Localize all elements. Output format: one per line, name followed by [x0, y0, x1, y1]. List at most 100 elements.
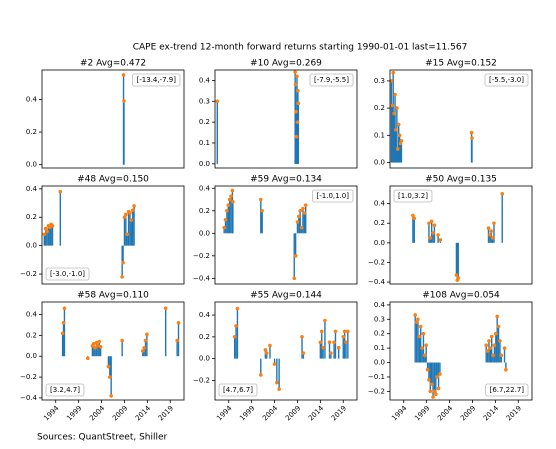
stem-marker — [413, 313, 417, 317]
stem-marker — [395, 106, 399, 110]
y-tick-label: −0.2 — [20, 270, 37, 278]
stem-marker — [469, 130, 474, 135]
y-tick-label: 0.0 — [26, 161, 37, 169]
subplot-title: #59 Avg=0.134 — [250, 175, 322, 185]
y-tick-label: 0.2 — [199, 207, 210, 215]
stem-marker — [234, 324, 238, 328]
stem-marker — [398, 141, 403, 146]
stem-marker — [294, 134, 299, 139]
y-tick-label: 0.4 — [374, 301, 386, 309]
stem-marker — [120, 275, 124, 279]
y-tick-label: −0.2 — [193, 252, 210, 260]
stem-marker — [226, 203, 231, 207]
stem-marker — [397, 133, 402, 138]
range-label-box — [393, 189, 433, 203]
subplot-title: #55 Avg=0.144 — [250, 291, 322, 301]
stem-marker — [264, 351, 269, 355]
stem-marker — [318, 340, 323, 345]
stem-marker — [225, 208, 229, 213]
stem-marker — [223, 217, 228, 222]
stem-marker — [429, 382, 434, 386]
stem-marker — [130, 208, 135, 212]
stem-marker — [423, 353, 427, 358]
axes-frame — [214, 185, 358, 285]
stem-marker — [296, 101, 301, 106]
stem-marker — [122, 99, 126, 103]
subplot-title: #15 Avg=0.152 — [425, 59, 497, 69]
axes-frame — [41, 69, 185, 169]
stem-marker — [277, 387, 281, 391]
stem-marker — [45, 229, 49, 234]
stem-marker — [489, 334, 494, 339]
y-tick-label: 0.0 — [374, 239, 385, 247]
stem-marker — [392, 111, 396, 116]
stem-marker — [121, 260, 125, 265]
y-tick-label: 0.2 — [26, 213, 37, 221]
range-label-box — [132, 73, 181, 87]
stem-marker — [396, 122, 401, 127]
stem-marker — [346, 329, 350, 334]
y-tick-label: −0.4 — [20, 394, 38, 402]
stem-marker — [487, 339, 491, 343]
y-tick-label: 0.4 — [199, 76, 211, 84]
stem-marker — [260, 208, 264, 213]
stem-marker — [486, 226, 491, 230]
stem-marker — [142, 346, 146, 350]
stem-marker — [107, 375, 112, 379]
stem-marker — [86, 356, 90, 361]
stem-marker — [129, 218, 134, 222]
stem-marker — [323, 318, 327, 323]
y-tick-label: 0.2 — [26, 331, 37, 339]
range-label: [-1.0,1.0] — [317, 192, 350, 200]
y-tick-label: 0.0 — [374, 159, 385, 167]
range-label-box — [45, 383, 85, 397]
stem-marker — [298, 208, 303, 213]
y-tick-label: 0.0 — [199, 355, 210, 363]
stem-marker — [295, 220, 300, 224]
stem-marker — [140, 349, 145, 353]
y-tick-label: 0.2 — [374, 330, 385, 338]
stem-marker — [321, 345, 325, 350]
stem-marker — [431, 231, 435, 235]
stem-marker — [420, 346, 424, 350]
stem-marker — [438, 238, 443, 242]
stem-marker — [492, 221, 496, 226]
stem-marker — [336, 345, 341, 350]
y-tick-label: 0.4 — [199, 184, 211, 192]
stem-marker — [431, 395, 435, 399]
subplot-title: #48 Avg=0.150 — [77, 175, 149, 185]
stem-marker — [109, 394, 113, 398]
stem-marker — [391, 70, 396, 75]
stem-marker — [399, 138, 404, 143]
stem-marker — [342, 329, 347, 334]
stem-marker — [175, 338, 179, 343]
y-tick-label: 0.1 — [374, 131, 385, 139]
stem-marker — [488, 233, 492, 237]
stem-marker — [425, 367, 430, 372]
stem-marker — [438, 372, 442, 376]
stem-marker — [272, 362, 277, 366]
stem-marker — [60, 331, 65, 336]
range-label-box — [485, 383, 529, 397]
stem-marker — [227, 197, 232, 202]
stem-marker — [427, 221, 431, 226]
stem-marker — [319, 329, 324, 334]
stem-marker — [50, 223, 55, 228]
stem-marker — [303, 203, 308, 207]
stem-marker — [414, 320, 419, 324]
stem-marker — [327, 340, 332, 345]
stem-marker — [484, 343, 488, 348]
y-tick-label: −0.2 — [368, 387, 385, 395]
y-tick-label: 0.4 — [26, 311, 38, 319]
stem-marker — [344, 340, 348, 345]
stem-marker — [295, 120, 300, 124]
y-tick-label: 0.2 — [374, 104, 385, 112]
y-tick-label: −0.2 — [368, 258, 385, 266]
y-tick-label: −0.2 — [20, 373, 37, 381]
stem-marker — [145, 332, 149, 337]
stem-marker — [436, 386, 441, 391]
stem-marker — [294, 109, 298, 114]
stem-marker — [222, 225, 226, 230]
